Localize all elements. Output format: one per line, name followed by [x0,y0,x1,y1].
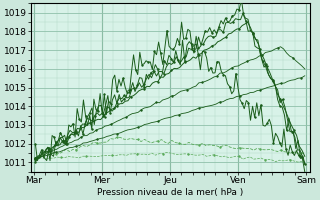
X-axis label: Pression niveau de la mer( hPa ): Pression niveau de la mer( hPa ) [97,188,243,197]
